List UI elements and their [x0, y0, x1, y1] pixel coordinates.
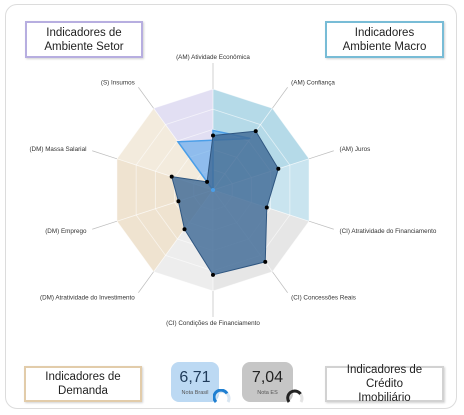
axis-leader [92, 150, 118, 160]
axis-leader [92, 220, 118, 230]
axis-leader [272, 87, 288, 109]
nota-es-card: 7,04 Nota ES [242, 362, 293, 402]
data-point [276, 166, 281, 171]
center-point [211, 188, 215, 192]
axis-label: (AM) Atividade Econômica [176, 54, 250, 61]
data-point [211, 133, 215, 138]
gauge-brasil-icon [213, 389, 231, 404]
gauge-es-icon [286, 389, 304, 403]
nota-brasil-label: Nota Brasil [181, 390, 209, 396]
data-point [169, 174, 174, 179]
axis-leader [138, 271, 154, 293]
credito-imobiliario-box[interactable]: Indicadores de Crédito Imobiliário [325, 364, 444, 404]
ambiente-setor-box[interactable]: Indicadores de Ambiente Setor [25, 21, 143, 58]
data-point [205, 179, 210, 184]
axis-label: (S) Insumos [101, 79, 135, 86]
nota-es-label: Nota ES [257, 390, 278, 396]
axis-leader [308, 150, 334, 160]
demanda-box[interactable]: Indicadores de Demanda [24, 366, 142, 402]
dashboard-frame [5, 4, 457, 409]
axis-label: (CI) Atratividade do Financiamento [339, 228, 436, 235]
axis-leader [272, 271, 288, 293]
axis-leader [138, 87, 154, 109]
data-point [253, 129, 258, 134]
axis-label: (DM) Atratividade do Investimento [40, 295, 135, 302]
axis-label: (CI) Condições de Financiamento [166, 320, 260, 327]
ambiente-macro-box[interactable]: Indicadores Ambiente Macro [325, 21, 444, 58]
axis-label: (AM) Confiança [291, 79, 335, 86]
axis-label: (CI) Concessões Reais [291, 295, 356, 302]
data-point [211, 272, 215, 277]
sector-wedge [116, 108, 213, 190]
nota-brasil-value: 6,71 [179, 369, 211, 386]
data-point [176, 199, 181, 204]
data-point [264, 205, 269, 210]
nota-es-value: 7,04 [251, 369, 284, 386]
nota-brasil-card: 6,71 Nota Brasil [171, 362, 219, 402]
sector-wedge [116, 158, 213, 222]
axis-label: (DM) Massa Salarial [29, 146, 86, 153]
data-point [182, 227, 187, 232]
axis-label: (DM) Emprego [45, 228, 87, 235]
data-point [263, 259, 268, 264]
axis-label: (AM) Juros [339, 146, 370, 153]
axis-leader [308, 220, 334, 230]
